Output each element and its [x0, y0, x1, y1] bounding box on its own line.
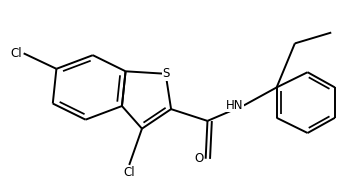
- Text: O: O: [195, 152, 204, 165]
- Text: Cl: Cl: [10, 47, 22, 60]
- Text: S: S: [163, 67, 170, 80]
- Text: Cl: Cl: [123, 166, 135, 179]
- Text: HN: HN: [226, 99, 243, 112]
